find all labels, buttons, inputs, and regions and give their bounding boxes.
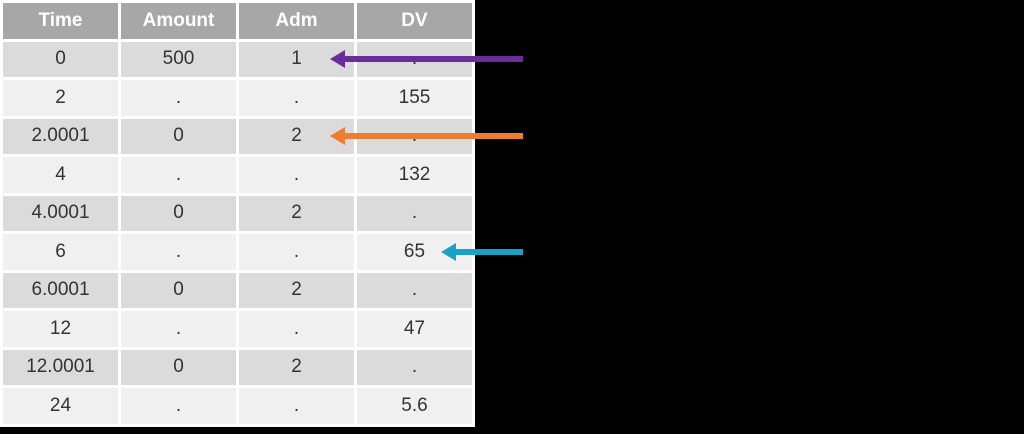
- table-cell: 500: [121, 41, 236, 77]
- table-cell: 12.0001: [3, 349, 118, 385]
- table-cell: 2: [239, 349, 354, 385]
- purple-arrow-head: [330, 50, 345, 69]
- table-cell: .: [357, 272, 472, 308]
- table-cell: .: [357, 195, 472, 231]
- table-cell: .: [121, 234, 236, 270]
- table-cell: .: [239, 80, 354, 116]
- table-cell: 0: [121, 195, 236, 231]
- table-cell: 2: [239, 272, 354, 308]
- column-header-adm: Adm: [239, 3, 354, 39]
- table-cell: 12: [3, 311, 118, 347]
- table-cell: 2.0001: [3, 118, 118, 154]
- table-cell: .: [239, 157, 354, 193]
- table-cell: 6.0001: [3, 272, 118, 308]
- purple-arrow: [330, 50, 523, 69]
- column-header-time: Time: [3, 3, 118, 39]
- table-cell: 24: [3, 388, 118, 424]
- table-cell: .: [357, 349, 472, 385]
- table-cell: 0: [121, 349, 236, 385]
- table-cell: 2: [239, 195, 354, 231]
- cyan-arrow-shaft: [454, 248, 523, 255]
- table-cell: 4: [3, 157, 118, 193]
- table-cell: .: [121, 80, 236, 116]
- column-header-amount: Amount: [121, 3, 236, 39]
- dataset-table-grid: Time Amount Adm DV 05001.2..1552.000102.…: [3, 3, 472, 424]
- table-cell: 6: [3, 234, 118, 270]
- table-cell: 132: [357, 157, 472, 193]
- table-cell: .: [239, 311, 354, 347]
- table-cell: .: [121, 311, 236, 347]
- orange-arrow: [330, 127, 523, 146]
- table-cell: .: [239, 388, 354, 424]
- purple-arrow-shaft: [343, 56, 523, 63]
- table-cell: 0: [121, 272, 236, 308]
- table-cell: .: [121, 157, 236, 193]
- table-cell: 0: [121, 118, 236, 154]
- table-cell: 47: [357, 311, 472, 347]
- orange-arrow-head: [330, 127, 345, 146]
- table-cell: .: [239, 234, 354, 270]
- table-cell: 5.6: [357, 388, 472, 424]
- cyan-arrow: [441, 242, 523, 261]
- table-cell: .: [121, 388, 236, 424]
- table-cell: 155: [357, 80, 472, 116]
- dataset-table: Time Amount Adm DV 05001.2..1552.000102.…: [0, 0, 475, 427]
- table-cell: 2: [3, 80, 118, 116]
- table-cell: 4.0001: [3, 195, 118, 231]
- table-cell: 0: [3, 41, 118, 77]
- orange-arrow-shaft: [343, 133, 523, 140]
- cyan-arrow-head: [441, 242, 456, 261]
- column-header-dv: DV: [357, 3, 472, 39]
